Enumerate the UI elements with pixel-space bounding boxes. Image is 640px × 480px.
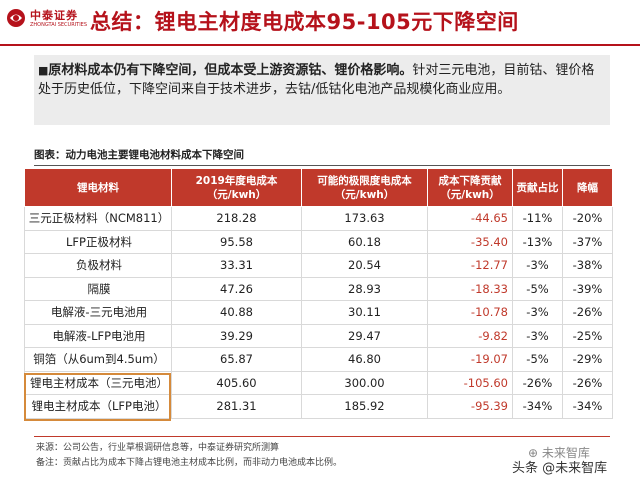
watermark-top: ⊕ 未来智库 (528, 446, 590, 460)
cell-decline-rate: -26% (562, 370, 613, 395)
cell-material: 锂电主材成本（三元电池） (24, 370, 172, 395)
cell-decline-rate: -25% (562, 323, 613, 348)
table-row: 铜箔（从6um到4.5um） 65.87 46.80 -19.07 -5% -29% (24, 347, 613, 372)
cell-cost-reduction: -10.78 (427, 300, 513, 325)
cell-decline-rate: -37% (562, 229, 613, 254)
table-row: 三元正极材料（NCM811） 218.28 173.63 -44.65 -11% -20% (24, 206, 613, 231)
cell-2019-cost: 33.31 (171, 253, 302, 278)
cell-decline-rate: -34% (562, 394, 613, 419)
cell-contribution-share: -34% (512, 394, 563, 419)
cell-limit-cost: 60.18 (301, 229, 428, 254)
cell-limit-cost: 173.63 (301, 206, 428, 231)
cell-cost-reduction: -9.82 (427, 323, 513, 348)
cell-2019-cost: 405.60 (171, 370, 302, 395)
cell-cost-reduction: -105.60 (427, 370, 513, 395)
summary-box: ■原材料成本仍有下降空间，但成本受上游资源钴、锂价格影响。针对三元电池，目前钴、… (34, 55, 610, 125)
table-row: 锂电主材成本（三元电池） 405.60 300.00 -105.60 -26% -26% (24, 370, 613, 395)
cell-2019-cost: 95.58 (171, 229, 302, 254)
caption-divider (34, 165, 610, 166)
cell-cost-reduction: -44.65 (427, 206, 513, 231)
cell-contribution-share: -26% (512, 370, 563, 395)
cell-contribution-share: -3% (512, 300, 563, 325)
cell-cost-reduction: -18.33 (427, 276, 513, 301)
watermark-bottom: 头条 @未来智库 (512, 461, 608, 476)
logo-text-cn: 中泰证券 (30, 9, 78, 22)
cell-limit-cost: 300.00 (301, 370, 428, 395)
source-note: 来源：公司公告，行业草根调研信息等，中泰证券研究所测算 (36, 443, 280, 453)
cost-table: 锂电材料 2019年度电成本 （元/kwh） 可能的极限度电成本 （元/kwh） 成… (24, 168, 613, 419)
page-title: 总结：锂电主材度电成本95-105元下降空间 (90, 10, 519, 34)
header-contribution-share: 贡献占比 (512, 168, 563, 207)
cell-cost-reduction: -35.40 (427, 229, 513, 254)
cell-decline-rate: -26% (562, 300, 613, 325)
summary-rest-text: 针对三元电池，目前钴、锂价格处于历史低位，下降空间来自于技术进步，去钴/低钴化电… (38, 63, 595, 97)
header-2019-cost: 2019年度电成本 （元/kwh） (171, 168, 302, 207)
cell-decline-rate: -38% (562, 253, 613, 278)
cell-contribution-share: -11% (512, 206, 563, 231)
cell-2019-cost: 65.87 (171, 347, 302, 372)
cell-material: LFP正极材料 (24, 229, 172, 254)
slide-header: 中泰证券 ZHONGTAI SECURITIES 总结：锂电主材度电成本95-1… (0, 0, 640, 46)
cell-decline-rate: -39% (562, 276, 613, 301)
cell-contribution-share: -3% (512, 253, 563, 278)
table-caption: 图表：动力电池主要锂电池材料成本下降空间 (34, 149, 244, 161)
table-row: LFP正极材料 95.58 60.18 -35.40 -13% -37% (24, 229, 613, 254)
cell-cost-reduction: -12.77 (427, 253, 513, 278)
table-row: 电解液-LFP电池用 39.29 29.47 -9.82 -3% -25% (24, 323, 613, 348)
cell-2019-cost: 281.31 (171, 394, 302, 419)
bullet-square-icon: ■ (38, 64, 49, 77)
cell-material: 电解液-LFP电池用 (24, 323, 172, 348)
footer-divider (34, 436, 610, 437)
header-cost-reduction: 成本下降贡献 （元/kwh） (427, 168, 513, 207)
cell-decline-rate: -29% (562, 347, 613, 372)
cell-material: 隔膜 (24, 276, 172, 301)
cell-2019-cost: 47.26 (171, 276, 302, 301)
cell-material: 电解液-三元电池用 (24, 300, 172, 325)
summary-bold-text: 原材料成本仍有下降空间，但成本受上游资源钴、锂价格影响。 (48, 63, 413, 78)
cell-2019-cost: 218.28 (171, 206, 302, 231)
cell-cost-reduction: -95.39 (427, 394, 513, 419)
header-divider (0, 44, 640, 46)
cell-material: 负极材料 (24, 253, 172, 278)
table-row: 锂电主材成本（LFP电池） 281.31 185.92 -95.39 -34% -34% (24, 394, 613, 419)
company-logo: 中泰证券 ZHONGTAI SECURITIES (6, 6, 88, 36)
table-header-row: 锂电材料 2019年度电成本 （元/kwh） 可能的极限度电成本 （元/kwh） 成… (24, 168, 613, 207)
cell-2019-cost: 40.88 (171, 300, 302, 325)
footer-notes: 来源：公司公告，行业草根调研信息等，中泰证券研究所测算 备注：贡献占比为成本下降… (36, 441, 342, 471)
table-row: 电解液-三元电池用 40.88 30.11 -10.78 -3% -26% (24, 300, 613, 325)
table-row: 负极材料 33.31 20.54 -12.77 -3% -38% (24, 253, 613, 278)
cell-contribution-share: -5% (512, 347, 563, 372)
cell-decline-rate: -20% (562, 206, 613, 231)
zhongtai-logo-icon (7, 9, 25, 27)
cell-contribution-share: -13% (512, 229, 563, 254)
table-row: 隔膜 47.26 28.93 -18.33 -5% -39% (24, 276, 613, 301)
cell-limit-cost: 20.54 (301, 253, 428, 278)
header-material: 锂电材料 (24, 168, 172, 207)
remark-note: 备注：贡献占比为成本下降占锂电池主材成本比例，而非动力电池成本比例。 (36, 458, 343, 468)
cell-limit-cost: 185.92 (301, 394, 428, 419)
cell-limit-cost: 46.80 (301, 347, 428, 372)
header-limit-cost: 可能的极限度电成本 （元/kwh） (301, 168, 428, 207)
cell-limit-cost: 29.47 (301, 323, 428, 348)
cell-material: 铜箔（从6um到4.5um） (24, 347, 172, 372)
logo-text-en: ZHONGTAI SECURITIES (30, 22, 88, 28)
cell-contribution-share: -5% (512, 276, 563, 301)
cell-cost-reduction: -19.07 (427, 347, 513, 372)
cell-contribution-share: -3% (512, 323, 563, 348)
cell-limit-cost: 30.11 (301, 300, 428, 325)
header-decline-rate: 降幅 (562, 168, 613, 207)
cell-limit-cost: 28.93 (301, 276, 428, 301)
summary-text: ■原材料成本仍有下降空间，但成本受上游资源钴、锂价格影响。针对三元电池，目前钴、… (38, 61, 604, 99)
cell-material: 锂电主材成本（LFP电池） (24, 394, 172, 419)
cell-2019-cost: 39.29 (171, 323, 302, 348)
cell-material: 三元正极材料（NCM811） (24, 206, 172, 231)
